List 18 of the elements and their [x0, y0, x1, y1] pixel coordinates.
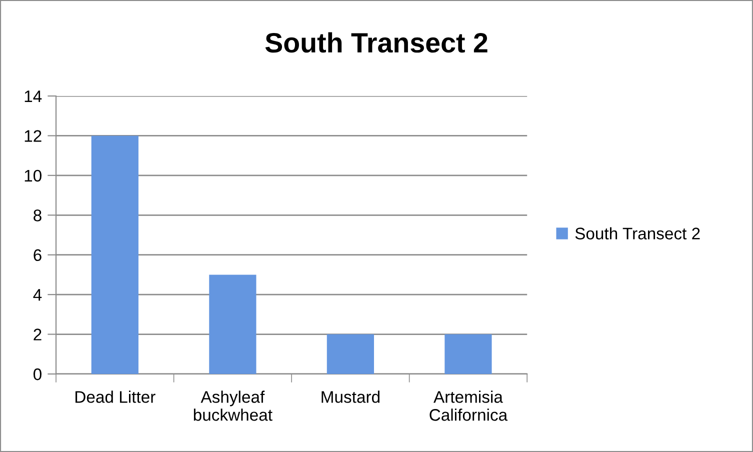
bar — [444, 334, 492, 374]
y-tick-label: 6 — [34, 249, 42, 262]
y-tick-label: 8 — [34, 210, 42, 222]
chart-title: South Transect 2 — [265, 32, 488, 53]
y-tick-label: 2 — [34, 328, 42, 340]
y-tick-label: 4 — [33, 289, 42, 301]
x-tick-label: Ashyleaf buckwheat — [194, 390, 272, 421]
y-tick-label: 10 — [24, 170, 42, 182]
y-tick-label: 14 — [24, 90, 42, 102]
y-tick-label: 0 — [34, 368, 42, 380]
x-tick-label: Dead Litter — [76, 390, 156, 403]
x-tick-label: Artemisia Californica — [430, 390, 508, 421]
bar — [91, 136, 138, 374]
y-tick-label: 12 — [24, 130, 42, 142]
bar — [326, 334, 374, 374]
legend-label: South Transect 2 — [575, 227, 700, 240]
x-tick-label: Mustard — [322, 390, 380, 403]
bar — [209, 274, 256, 374]
